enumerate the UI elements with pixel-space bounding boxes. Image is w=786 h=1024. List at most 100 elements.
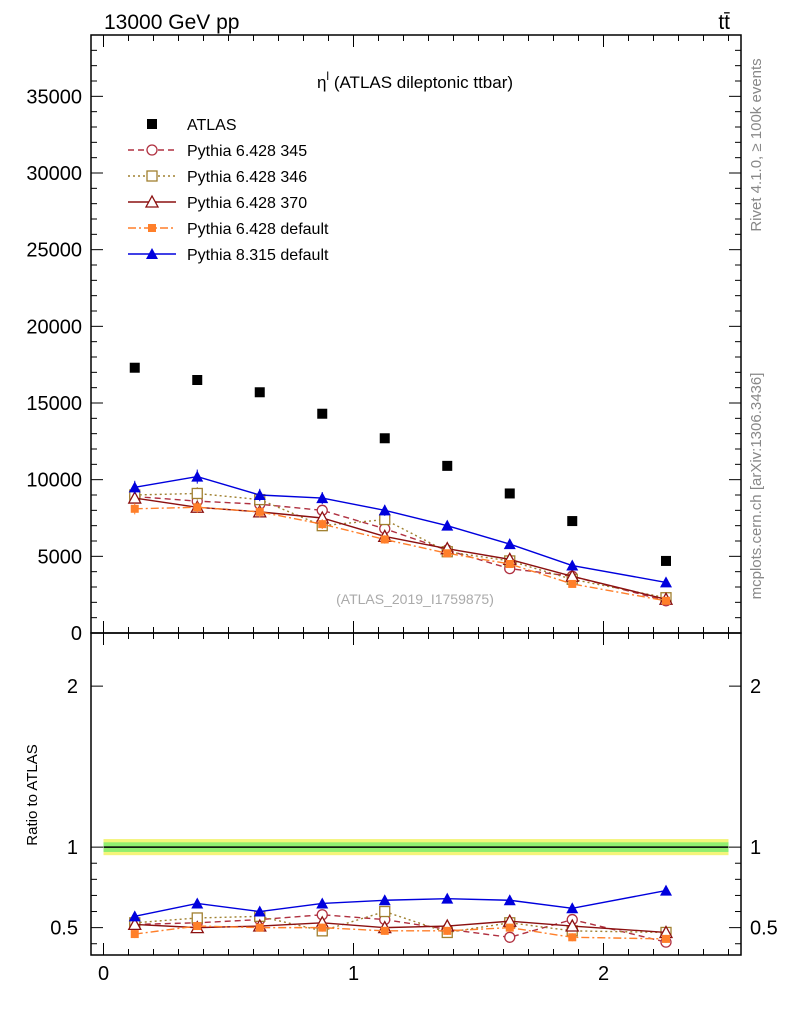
x-tick-labels: 0 1 2 [98,963,609,985]
ratio-y-tick-labels: 0.5 0.5 1 1 2 2 [50,676,778,940]
legend-item: Pythia 6.428 346 [128,169,307,186]
ratio-point [503,894,516,906]
main-watermark: (ATLAS_2019_I1759875) [336,591,494,607]
data-point [567,516,578,527]
ratio-plot-panel: 0.5 0.5 1 1 2 2 0 1 2 Ratio to ATLAS [24,632,778,985]
ratio-y-tick-label: 2 [67,676,78,698]
mcplots-label: mcplots.cern.ch [arXiv:1306.3436] [748,373,765,600]
ratio-point [565,918,580,932]
ratio-plot-frame [90,632,742,956]
legend-marker [148,224,156,232]
ratio-point [662,934,670,943]
main-y-tick-label: 0 [71,623,82,645]
data-point [129,362,140,373]
x-tick-label: 0 [98,963,109,985]
main-y-tick-label: 15000 [26,393,82,415]
data-point [193,503,202,512]
data-point [441,519,454,531]
ratio-point [378,894,391,906]
ratio-point [443,926,452,935]
ratio-point [255,923,264,932]
ratio-line [134,910,667,934]
legend-marker [147,119,157,129]
data-point [566,559,579,571]
series-line [134,475,667,584]
ratio-point [568,933,577,942]
legend-item: ATLAS [147,117,237,134]
legend: ATLAS Pythia 6.428 345 Pythia 6.428 346 Pyt… [128,117,329,264]
ratio-y-tick-label-right: 1 [750,837,761,859]
legend-label: Pythia 6.428 346 [187,169,307,186]
plot-title-main: η [317,73,326,92]
ratio-point [380,926,389,935]
ratio-point [128,910,141,922]
ratio-line [134,925,667,940]
data-point [128,481,141,493]
data-point [255,507,264,516]
data-point [378,504,391,516]
ratio-uncertainty-band [103,839,729,856]
ratio-point [566,902,579,914]
legend-item: Pythia 6.428 345 [128,143,307,160]
data-point [191,487,203,500]
legend-item: Pythia 6.428 370 [128,194,307,212]
main-y-tick-label: 35000 [26,86,82,108]
ratio-y-tick-label: 1 [67,837,78,859]
data-point [191,470,204,482]
ratio-point [253,905,266,917]
legend-label: Pythia 8.315 default [187,247,329,264]
ratio-point [127,917,142,931]
data-point [253,489,266,500]
data-point [379,513,391,526]
data-point [662,596,670,605]
data-point [442,460,453,471]
ratio-point [379,905,391,918]
data-point [504,488,515,499]
legend-marker [146,170,158,182]
plot-title-sup: l [326,69,329,83]
main-y-tick-label: 10000 [26,470,82,492]
series-line [134,506,667,602]
ratio-y-tick-label-right: 2 [750,676,761,698]
main-y-tick-label: 25000 [26,240,82,262]
series-pythia-6-428-default [130,501,670,605]
data-point [503,538,516,550]
plot-title: ηl (ATLAS dileptonic ttbar) [317,69,513,92]
legend-marker [146,144,158,156]
x-tick-label: 2 [598,963,609,985]
x-tick-label: 1 [348,963,359,985]
legend-marker [144,194,160,208]
legend-label: ATLAS [187,117,237,134]
ratio-point [193,922,202,931]
series-pythia-8-315-default [128,469,672,588]
data-point [379,433,390,444]
data-point [127,490,142,504]
data-point [568,579,577,588]
ratio-y-axis-label: Ratio to ATLAS [24,744,41,845]
series-line [134,495,667,602]
ratio-series-pythia-6-428-346 [129,905,672,939]
main-y-tick-labels: 0 5000 10000 15000 20000 25000 30000 35000 [26,86,82,645]
rivet-version-label: Rivet 4.1.0, ≥ 100k events [748,58,765,231]
data-point [318,520,327,529]
series-line [134,497,667,600]
ratio-point [191,897,204,909]
legend-item: Pythia 8.315 default [128,247,329,264]
ratio-point [504,931,516,943]
ratio-line [134,889,667,918]
data-point [254,387,265,398]
data-point [380,535,389,544]
main-y-tick-label: 20000 [26,316,82,338]
ratio-point [316,897,329,909]
ratio-series-group [127,884,674,948]
data-point [660,576,672,588]
data-point [130,504,139,513]
header-process-label: tt̄ [718,11,730,34]
data-point [316,492,329,504]
main-y-tick-label: 5000 [38,546,83,568]
main-plot-panel: 0 5000 10000 15000 20000 25000 30000 35000 (ATL… [26,34,742,645]
ratio-axis-ticks [91,633,741,955]
main-y-tick-label: 30000 [26,163,82,185]
data-point [443,549,452,558]
